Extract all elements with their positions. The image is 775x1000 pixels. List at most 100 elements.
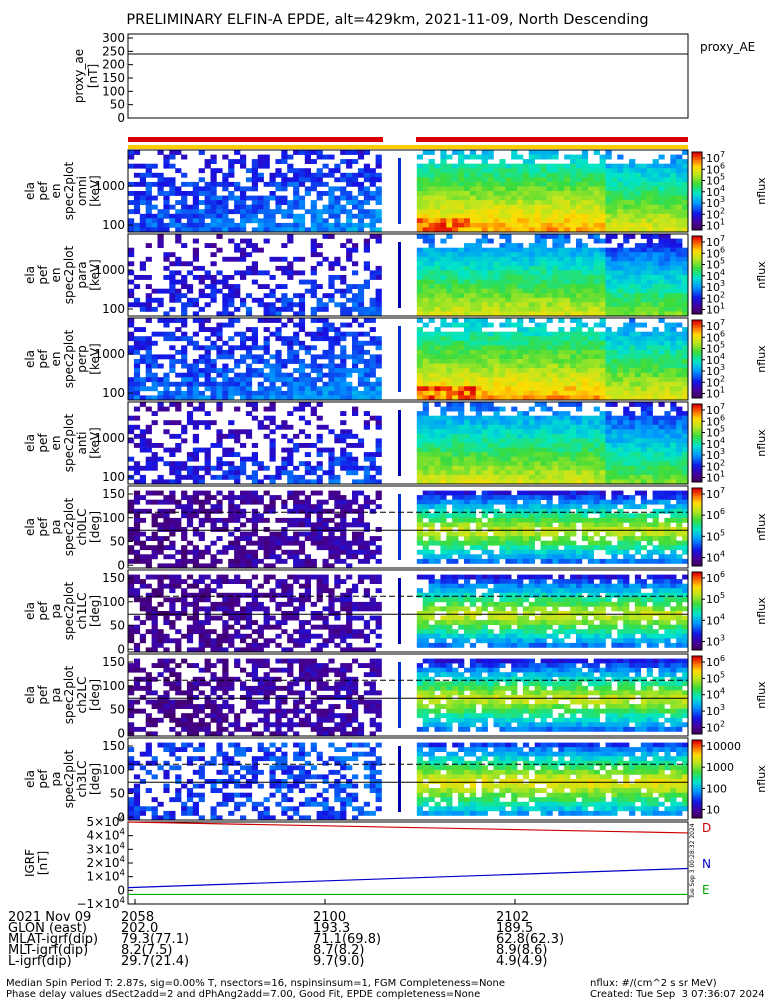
igrf-ylabel: IGRF bbox=[23, 849, 37, 877]
status-bars bbox=[128, 137, 688, 149]
panel-ylabel-line: perp bbox=[75, 345, 89, 373]
ephemeris-value: 29.7(21.4) bbox=[121, 954, 190, 969]
colorbar-tick: 107 bbox=[706, 318, 725, 333]
colorbar-unit: nflux bbox=[755, 597, 768, 625]
panel-ylabel-line: ela bbox=[23, 266, 37, 284]
colorbar-unit: nflux bbox=[755, 765, 768, 793]
colorbar-tick: 107 bbox=[706, 402, 725, 417]
panel-ylabel-line: ela bbox=[23, 434, 37, 452]
panel-ylabel-line: spec2plot bbox=[62, 497, 76, 556]
spectrogram-panel-3 bbox=[127, 317, 705, 401]
ephemeris-value: 2102 bbox=[496, 910, 530, 925]
panel-ylabel-line: [deg] bbox=[88, 511, 102, 543]
ephemeris-value: 193.3 bbox=[313, 921, 351, 936]
panel-ylabel-line: ela bbox=[23, 602, 37, 620]
panel-ytick: 100 bbox=[102, 511, 125, 525]
igrf-legend-N: N bbox=[702, 857, 711, 871]
colorbar-tick: 101 bbox=[706, 302, 725, 317]
colorbar-tick: 101 bbox=[706, 218, 725, 233]
panel-ylabel-line: pef bbox=[36, 601, 50, 621]
colorbar-tick: 106 bbox=[706, 329, 725, 344]
spectrogram-panel-5 bbox=[127, 485, 705, 569]
colorbar-unit: nflux bbox=[755, 429, 768, 457]
proxy-ae-ytick: 300 bbox=[102, 31, 125, 45]
colorbar-tick: 106 bbox=[706, 654, 725, 669]
colorbar-tick: 103 bbox=[706, 363, 725, 378]
plot-title: PRELIMINARY ELFIN-A EPDE, alt=429km, 202… bbox=[126, 12, 649, 28]
igrf-ytick: 1×104 bbox=[87, 869, 125, 884]
colorbar-tick: 10000 bbox=[706, 740, 741, 753]
panel-ylabel-line: pa bbox=[49, 688, 63, 703]
colorbar-tick: 102 bbox=[706, 458, 725, 473]
panel-ylabel-line: spec2plot bbox=[62, 245, 76, 304]
panel-ytick: 1000 bbox=[94, 431, 125, 445]
colorbar-tick: 104 bbox=[706, 268, 725, 283]
panel-ylabel-line: pef bbox=[36, 349, 50, 369]
ephemeris-value: 8.2(7.5) bbox=[121, 943, 173, 958]
footer-created: Created: Tue Sep 3 07:36:07 2024 bbox=[590, 989, 765, 1000]
igrf-legend-E: E bbox=[702, 883, 710, 897]
panel-ylabel-line: [deg] bbox=[88, 595, 102, 627]
colorbar-tick: 102 bbox=[706, 290, 725, 305]
panel-ylabel-line: ch3LC bbox=[75, 761, 89, 798]
colorbar-tick: 100 bbox=[706, 782, 727, 795]
colorbar-tick: 106 bbox=[706, 161, 725, 176]
colorbar-tick: 105 bbox=[706, 173, 725, 188]
panel-ylabel-line: [keV] bbox=[88, 343, 102, 374]
panel-ytick: 150 bbox=[102, 571, 125, 585]
panel-ylabel-line: ela bbox=[23, 518, 37, 536]
colorbar-tick: 106 bbox=[706, 570, 725, 585]
panel-ylabel-line: omni bbox=[75, 176, 89, 206]
panel-ylabel-line: ela bbox=[23, 686, 37, 704]
ephemeris-value: 79.3(77.1) bbox=[121, 932, 190, 947]
panel-ylabel-line: pa bbox=[49, 520, 63, 535]
panel-ytick: 100 bbox=[102, 763, 125, 777]
colorbar-tick: 105 bbox=[706, 591, 725, 606]
panel-ylabel-line: [deg] bbox=[88, 763, 102, 795]
proxy-ae-ytick: 50 bbox=[110, 98, 125, 112]
proxy-ae-panel bbox=[127, 33, 689, 119]
colorbar-tick: 106 bbox=[706, 245, 725, 260]
colorbar-unit: nflux bbox=[755, 177, 768, 205]
panel-ytick: 100 bbox=[102, 595, 125, 609]
panel-ylabel-line: spec2plot bbox=[62, 329, 76, 388]
spectrogram-panel-8 bbox=[127, 737, 705, 821]
panel-ylabel-line: ch1LC bbox=[75, 593, 89, 630]
ephemeris-label: GLON (east) bbox=[8, 921, 87, 936]
panel-ytick: 1000 bbox=[94, 179, 125, 193]
proxy-ae-ytick: 0 bbox=[117, 111, 125, 125]
footer-units: nflux: #/(cm^2 s sr MeV) bbox=[590, 978, 717, 989]
igrf-D-line bbox=[127, 821, 689, 834]
panel-ylabel-line: pef bbox=[36, 685, 50, 705]
ephemeris-value: 202.0 bbox=[121, 921, 159, 936]
ephemeris-value: 4.9(4.9) bbox=[496, 954, 548, 969]
panel-ylabel-line: spec2plot bbox=[62, 749, 76, 808]
panel-ytick: 100 bbox=[102, 302, 125, 316]
panel-ylabel-line: spec2plot bbox=[62, 161, 76, 220]
panel-ylabel-line: pef bbox=[36, 517, 50, 537]
colorbar-tick: 104 bbox=[706, 612, 725, 627]
panel-ytick: 100 bbox=[102, 679, 125, 693]
panel-ylabel-line: ch0LC bbox=[75, 509, 89, 546]
spectrogram-panel-2 bbox=[127, 233, 705, 317]
panel-ylabel-line: en bbox=[49, 352, 63, 367]
colorbar-tick: 105 bbox=[706, 670, 725, 685]
spectrogram-panel-4 bbox=[127, 401, 705, 485]
panel-ylabel-line: pef bbox=[36, 433, 50, 453]
colorbar-tick: 102 bbox=[706, 719, 725, 734]
creation-stamp: Tue Sep 3 00:28:32 2024 bbox=[689, 823, 696, 899]
panel-ytick: 0 bbox=[117, 558, 125, 572]
ephemeris-value: 2058 bbox=[121, 910, 155, 925]
ephemeris-label: MLAT-igrf(dip) bbox=[8, 932, 99, 947]
panel-ytick: 100 bbox=[102, 470, 125, 484]
igrf-ytick: 3×104 bbox=[87, 841, 125, 856]
colorbar-tick: 104 bbox=[706, 687, 725, 702]
footer-line-2: Phase delay values dSect2add=2 and dPhAn… bbox=[6, 989, 481, 1000]
ephemeris-value: 2100 bbox=[313, 910, 347, 925]
proxy-ae-ylabel-unit: [nT] bbox=[86, 64, 100, 88]
colorbar-tick: 104 bbox=[706, 550, 725, 565]
panel-ylabel-line: pef bbox=[36, 181, 50, 201]
ephemeris-value: 8.9(8.6) bbox=[496, 943, 548, 958]
proxy-ae-ytick: 200 bbox=[102, 58, 125, 72]
